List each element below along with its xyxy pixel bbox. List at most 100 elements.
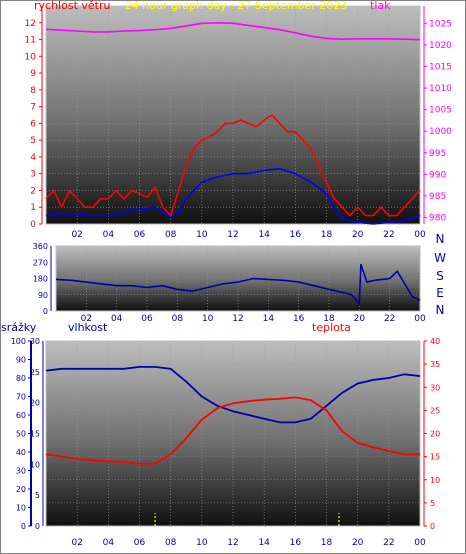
series-line-tlak <box>45 21 421 41</box>
humidity-axis-label: vlhkost <box>68 321 108 334</box>
x-tick-label: 12 <box>227 230 238 240</box>
pressure-tick-label: 990 <box>429 170 446 180</box>
compass-label: E <box>436 286 444 300</box>
rain-tick-label: 70 <box>16 393 26 402</box>
series-layer <box>45 21 421 526</box>
temperature-tick-label: 10 <box>430 476 440 485</box>
x-tick-label: 22 <box>383 230 394 240</box>
x-tick-label: 14 <box>258 230 270 240</box>
humidity-tick-label: 10 <box>30 460 40 469</box>
wind-speed-tick-label: 2 <box>30 186 36 196</box>
wind-speed-tick-label: 9 <box>30 69 36 79</box>
x-tick-label: 08 <box>165 230 177 240</box>
x-tick-label: 14 <box>258 538 270 548</box>
direction-tick-label: 0 <box>43 307 48 316</box>
humidity-tick-label: 20 <box>30 399 40 408</box>
pressure-tick-label: 1020 <box>429 41 452 51</box>
rain-tick-label: 80 <box>16 374 26 383</box>
direction-tick-label: 90 <box>38 291 48 300</box>
humidity-tick-label: 25 <box>30 368 40 377</box>
x-tick-label: 10 <box>196 230 208 240</box>
temperature-axis-label: teplota <box>312 321 351 334</box>
temperature-tick-label: 25 <box>430 406 440 415</box>
pressure-tick-label: 1025 <box>429 19 452 29</box>
rain-tick-label: 60 <box>16 411 26 420</box>
humidity-tick-label: 0 <box>35 522 40 531</box>
humidity-tick-label: 15 <box>30 430 40 439</box>
wind-speed-tick-label: 10 <box>25 52 37 62</box>
x-tick-label: 20 <box>354 314 366 324</box>
rain-tick-label: 30 <box>16 467 26 476</box>
rain-axis-label: srážky <box>1 321 37 334</box>
wind-speed-tick-label: 11 <box>25 36 36 46</box>
humidity-tick-label: 5 <box>35 491 40 500</box>
pressure-axis-label: tlak <box>370 0 391 12</box>
x-tick-label: 06 <box>134 538 146 548</box>
pressure-tick-label: 980 <box>429 214 446 224</box>
temperature-tick-label: 0 <box>430 522 435 531</box>
pressure-tick-label: 985 <box>429 192 446 202</box>
temperature-tick-label: 5 <box>430 499 435 508</box>
x-tick-label: 06 <box>141 314 153 324</box>
x-tick-label: 18 <box>321 230 333 240</box>
wind-speed-tick-label: 0 <box>30 220 36 230</box>
x-tick-label: 16 <box>293 314 305 324</box>
rain-tick-label: 0 <box>21 522 26 531</box>
x-tick-label: 02 <box>81 314 92 324</box>
x-tick-label: 00 <box>414 230 426 240</box>
x-tick-label: 08 <box>172 314 184 324</box>
x-tick-label: 10 <box>202 314 214 324</box>
wind-speed-tick-label: 5 <box>30 136 36 146</box>
x-tick-label: 22 <box>383 538 394 548</box>
direction-tick-label: 360 <box>33 242 48 251</box>
x-tick-label: 14 <box>263 314 275 324</box>
wind-speed-tick-label: 8 <box>30 86 36 96</box>
temperature-tick-label: 35 <box>430 360 440 369</box>
temperature-tick-label: 40 <box>430 337 440 346</box>
x-tick-label: 22 <box>384 314 395 324</box>
rain-tick-label: 10 <box>16 504 26 513</box>
series-line-humidity <box>45 365 421 424</box>
pressure-tick-label: 1010 <box>429 84 452 94</box>
series-line-wind-direction <box>55 263 421 306</box>
temperature-tick-label: 30 <box>430 383 440 392</box>
compass-label: W <box>434 251 446 265</box>
wind-speed-tick-label: 3 <box>30 170 36 180</box>
x-tick-label: 02 <box>71 538 82 548</box>
rain-tick-label: 50 <box>16 430 26 439</box>
x-tick-label: 00 <box>414 538 426 548</box>
x-tick-label: 12 <box>227 538 238 548</box>
rain-tick-label: 90 <box>16 356 26 365</box>
pressure-tick-label: 1015 <box>429 62 452 72</box>
temperature-tick-label: 20 <box>430 430 440 439</box>
x-tick-label: 20 <box>352 230 364 240</box>
wind-speed-tick-label: 6 <box>30 119 36 129</box>
pressure-tick-label: 995 <box>429 149 446 159</box>
compass-label: N <box>436 303 445 317</box>
x-tick-label: 10 <box>196 538 208 548</box>
series-line-wind <box>45 167 421 225</box>
x-tick-label: 16 <box>290 538 302 548</box>
humidity-tick-label: 30 <box>30 337 40 346</box>
series-line-temperature <box>45 396 420 465</box>
compass-label: S <box>436 269 444 283</box>
x-tick-label: 18 <box>323 314 335 324</box>
x-tick-label: 04 <box>103 230 115 240</box>
direction-tick-label: 270 <box>33 258 48 267</box>
x-tick-label: 18 <box>321 538 333 548</box>
x-tick-label: 16 <box>290 230 302 240</box>
x-tick-label: 04 <box>103 538 115 548</box>
wind-speed-tick-label: 4 <box>30 153 36 163</box>
pressure-tick-label: 1005 <box>429 106 452 116</box>
x-tick-label: 06 <box>134 230 146 240</box>
x-tick-label: 12 <box>232 314 243 324</box>
axes-layer: 02 04 06 08 10 12 14 16 18 20 22 000123456789101112… <box>11 6 452 548</box>
x-tick-label: 08 <box>165 538 177 548</box>
rain-tick-label: 40 <box>16 448 26 457</box>
chart-title: 24 hour graph day : 27 September 2023 <box>125 0 348 12</box>
compass-label: N <box>436 232 445 246</box>
x-tick-label: 00 <box>414 314 426 324</box>
rain-tick-label: 100 <box>11 337 26 346</box>
